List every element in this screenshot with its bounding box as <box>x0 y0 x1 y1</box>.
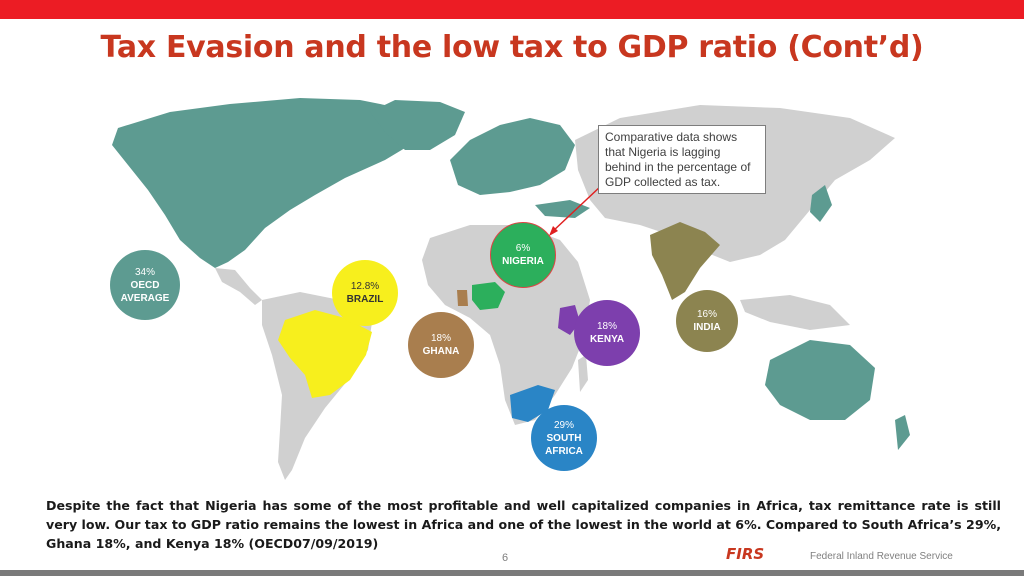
kenya-label: KENYA <box>589 334 625 345</box>
map-madagascar <box>578 355 588 392</box>
south-africa-percent: 29% <box>553 419 574 431</box>
bubble-south-africa: 29% SOUTH AFRICA <box>531 405 597 471</box>
nigeria-percent: 6% <box>515 243 531 254</box>
map-north-america <box>112 98 435 268</box>
oecd-label-line1: OECD <box>130 279 160 291</box>
ghana-label: GHANA <box>422 346 460 357</box>
south-africa-label-line2: AFRICA <box>545 445 583 457</box>
bottom-bar <box>0 570 1024 576</box>
bubble-oecd: 34% OECD AVERAGE <box>110 250 180 320</box>
oecd-percent: 34% <box>134 266 155 278</box>
ghana-percent: 18% <box>430 333 451 344</box>
map-ghana <box>457 290 468 306</box>
brazil-percent: 12.8% <box>350 281 380 292</box>
map-south-africa <box>510 385 555 422</box>
callout-arrow <box>551 184 603 233</box>
map-europe <box>450 118 575 195</box>
page-number: 6 <box>502 552 509 564</box>
kenya-percent: 18% <box>596 321 617 332</box>
map-brazil <box>278 310 372 398</box>
map-greenland <box>370 100 465 150</box>
firs-logo: FIRS <box>726 545 765 563</box>
summary-paragraph: Despite the fact that Nigeria has some o… <box>46 498 1001 551</box>
map-india <box>650 222 720 300</box>
map-se-asia <box>740 295 850 330</box>
callout-box: Comparative data shows that Nigeria is l… <box>598 125 766 194</box>
oecd-label-line2: AVERAGE <box>120 292 170 304</box>
bubble-india: 16% INDIA <box>676 290 738 352</box>
bubble-kenya: 18% KENYA <box>574 300 640 366</box>
map-nigeria <box>472 282 505 310</box>
nigeria-label: NIGERIA <box>502 256 544 267</box>
map-australia <box>765 340 875 420</box>
india-label: INDIA <box>693 322 721 333</box>
top-accent-bar <box>0 0 1024 19</box>
india-percent: 16% <box>696 309 717 320</box>
map-japan <box>810 185 832 222</box>
footer-org-name: Federal Inland Revenue Service <box>810 551 953 562</box>
map-turkey <box>535 200 590 218</box>
map-new-zealand <box>895 415 910 450</box>
bubble-ghana: 18% GHANA <box>408 312 474 378</box>
bubble-brazil: 12.8% BRAZIL <box>332 260 398 326</box>
slide-title: Tax Evasion and the low tax to GDP ratio… <box>100 30 924 65</box>
south-africa-label-line1: SOUTH <box>546 432 582 444</box>
bubble-nigeria: 6% NIGERIA <box>490 222 556 288</box>
brazil-label: BRAZIL <box>346 294 384 305</box>
map-central-america <box>215 268 262 305</box>
callout-arrowhead <box>549 226 558 236</box>
